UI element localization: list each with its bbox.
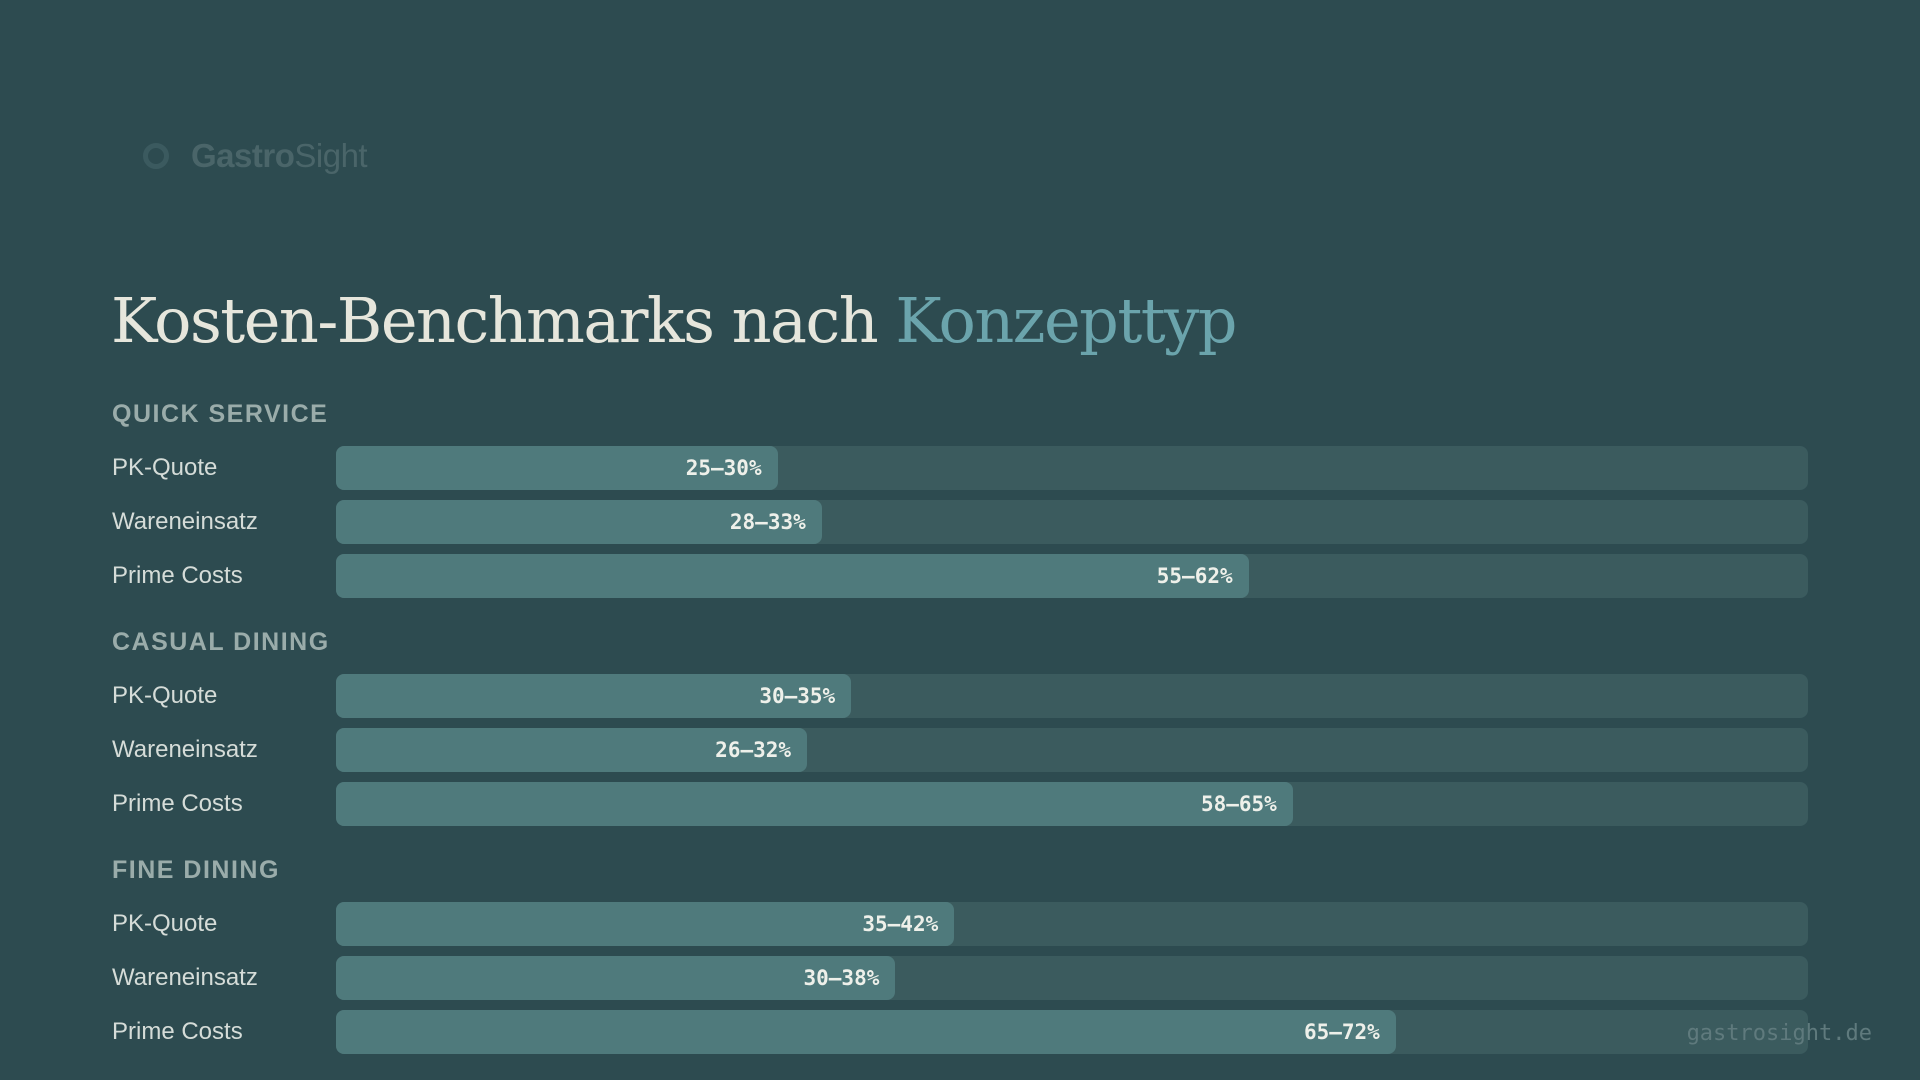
- bar-value-label: 28–33%: [729, 510, 806, 534]
- page-title: Kosten-Benchmarks nach Konzepttyp: [111, 284, 1237, 357]
- bar-value-label: 58–65%: [1200, 792, 1277, 816]
- row-label: Prime Costs: [112, 790, 243, 817]
- row-label: Wareneinsatz: [112, 508, 258, 535]
- row-label: Wareneinsatz: [112, 964, 258, 991]
- bar-value-label: 30–35%: [759, 684, 836, 708]
- brand-name: GastroSight: [191, 137, 368, 175]
- bar-track: 25–30%: [336, 446, 1808, 490]
- bar-fill: [336, 902, 955, 946]
- bar-track: 55–62%: [336, 554, 1808, 598]
- bar-track: 30–35%: [336, 674, 1808, 718]
- brand-name-strong: Gastro: [191, 137, 295, 174]
- row-label: Wareneinsatz: [112, 736, 258, 763]
- bar-fill: [336, 1010, 1396, 1054]
- bar-fill: [336, 500, 822, 544]
- group-heading: QUICK SERVICE: [112, 400, 329, 428]
- bar-fill: [336, 728, 808, 772]
- bar-track: 35–42%: [336, 902, 1808, 946]
- bar-value-label: 26–32%: [715, 738, 792, 762]
- page-title-accent: Konzepttyp: [895, 284, 1237, 357]
- page-title-main: Kosten-Benchmarks nach: [111, 284, 879, 357]
- bar-track: 58–65%: [336, 782, 1808, 826]
- row-label: PK-Quote: [112, 454, 218, 481]
- row-label: PK-Quote: [112, 910, 218, 937]
- bar-fill: [336, 446, 778, 490]
- bar-fill: [336, 956, 896, 1000]
- group-heading: FINE DINING: [112, 856, 280, 884]
- bar-track: 28–33%: [336, 500, 1808, 544]
- brand-logo: GastroSight: [143, 136, 368, 176]
- bar-track: 30–38%: [336, 956, 1808, 1000]
- row-label: PK-Quote: [112, 682, 218, 709]
- row-label: Prime Costs: [112, 562, 243, 589]
- bar-value-label: 65–72%: [1303, 1020, 1380, 1044]
- bar-fill: [336, 674, 852, 718]
- bar-value-label: 35–42%: [862, 912, 939, 936]
- bar-value-label: 30–38%: [803, 966, 880, 990]
- bar-value-label: 55–62%: [1156, 564, 1233, 588]
- ring-logo-icon: [143, 143, 169, 169]
- bar-fill: [336, 782, 1293, 826]
- row-label: Prime Costs: [112, 1018, 243, 1045]
- bar-track: 65–72%: [336, 1010, 1808, 1054]
- brand-name-light: Sight: [294, 137, 368, 174]
- bar-fill: [336, 554, 1249, 598]
- footer-url: gastrosight.de: [1686, 1021, 1872, 1046]
- group-heading: CASUAL DINING: [112, 628, 330, 656]
- bar-value-label: 25–30%: [685, 456, 762, 480]
- bar-track: 26–32%: [336, 728, 1808, 772]
